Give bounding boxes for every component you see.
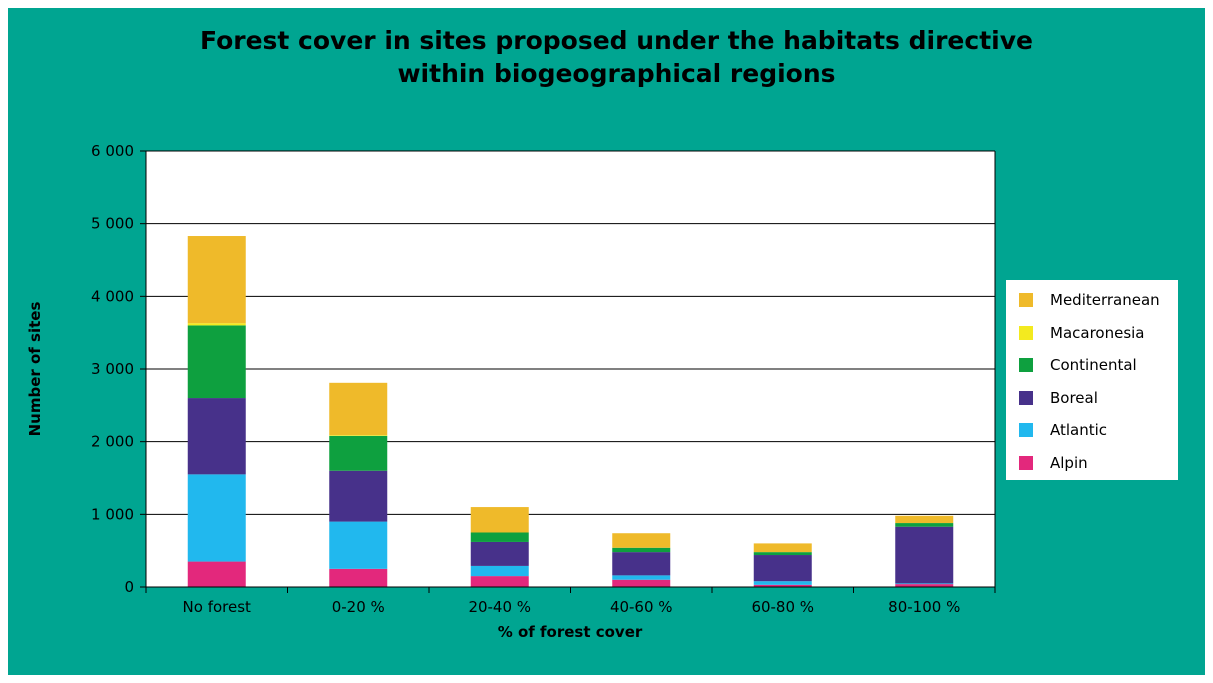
- bar-segment-alpin: [329, 568, 388, 587]
- y-tick-label: 1 000: [91, 505, 134, 523]
- bar-segment-continental: [612, 547, 671, 553]
- x-tick-label: 60-80 %: [751, 598, 814, 616]
- x-axis-title: % of forest cover: [498, 623, 643, 641]
- bar-segment-mediterranean: [187, 236, 246, 324]
- x-tick-label: 40-60 %: [610, 598, 673, 616]
- bar-segment-continental: [329, 435, 388, 471]
- bars: [187, 236, 954, 587]
- y-tick-label: 2 000: [91, 433, 134, 451]
- legend-label: Atlantic: [1050, 421, 1108, 439]
- gridlines: [140, 150, 995, 588]
- legend-swatch: [1019, 358, 1033, 372]
- bar-segment-atlantic: [895, 583, 954, 585]
- x-tick-label: 20-40 %: [468, 598, 531, 616]
- bar-segment-continental: [187, 325, 246, 399]
- legend-item-atlantic: Atlantic: [1019, 420, 1107, 440]
- legend-swatch: [1019, 293, 1033, 307]
- bar-segment-boreal: [612, 552, 671, 576]
- y-tick-labels: 0 1 000 2 000 3 000 4 000 5 000 6 000: [91, 142, 134, 596]
- bar-segment-atlantic: [753, 581, 812, 585]
- legend-label: Mediterranean: [1050, 291, 1160, 309]
- legend-item-continental: Continental: [1019, 355, 1137, 375]
- bar-segment-boreal: [187, 398, 246, 475]
- legend-item-mediterranean: Mediterranean: [1019, 290, 1160, 310]
- legend-item-macaronesia: Macaronesia: [1019, 323, 1145, 343]
- x-tick-label: 0-20 %: [332, 598, 385, 616]
- bar-segment-alpin: [895, 584, 954, 587]
- axes: [145, 151, 996, 593]
- bar-segment-mediterranean: [470, 507, 529, 533]
- legend-label: Continental: [1050, 356, 1137, 374]
- legend-label: Boreal: [1050, 388, 1098, 407]
- y-tick-label: 6 000: [91, 142, 134, 160]
- bar-segment-alpin: [187, 561, 246, 587]
- y-axis-title: Number of sites: [26, 302, 44, 437]
- bar-segment-atlantic: [470, 565, 529, 577]
- bar-segment-atlantic: [187, 474, 246, 562]
- bar-segment-atlantic: [612, 575, 671, 580]
- y-tick-label: 0: [124, 578, 134, 596]
- y-tick-label: 4 000: [91, 287, 134, 305]
- bar-segment-mediterranean: [329, 382, 388, 436]
- bar-segment-boreal: [329, 470, 388, 522]
- bar-segment-boreal: [895, 526, 954, 584]
- y-tick-label: 5 000: [91, 215, 134, 233]
- legend-swatch: [1019, 390, 1033, 405]
- bar-segment-continental: [470, 532, 529, 542]
- bar-segment-macaronesia: [329, 435, 388, 436]
- legend-swatch: [1019, 423, 1033, 437]
- bar-segment-boreal: [470, 541, 529, 566]
- legend-label: Alpin: [1050, 453, 1088, 472]
- bar-segment-mediterranean: [895, 515, 954, 524]
- legend-swatch: [1019, 455, 1033, 470]
- chart-title-line-1: Forest cover in sites proposed under the…: [200, 26, 1033, 55]
- legend-item-boreal: Boreal: [1019, 388, 1098, 408]
- legend-item-alpin: Alpin: [1019, 453, 1088, 473]
- legend-swatch: [1019, 325, 1033, 340]
- bar-segment-mediterranean: [612, 533, 671, 548]
- bar-segment-continental: [753, 552, 812, 556]
- bar-segment-alpin: [612, 579, 671, 587]
- x-tick-label: 80-100 %: [888, 598, 960, 616]
- bar-segment-macaronesia: [187, 323, 246, 326]
- bar-segment-boreal: [753, 555, 812, 582]
- x-tick-label: No forest: [183, 598, 252, 616]
- chart-title: Forest cover in sites proposed under the…: [0, 24, 1213, 90]
- bar-segment-atlantic: [329, 521, 388, 569]
- legend-label: Macaronesia: [1050, 323, 1145, 342]
- bar-segment-mediterranean: [753, 543, 812, 553]
- x-tick-labels: No forest 0-20 % 20-40 % 40-60 % 60-80 % 80-1…: [183, 598, 961, 616]
- y-tick-label: 3 000: [91, 360, 134, 378]
- legend: Mediterranean Macaronesia Continental Borea…: [1006, 280, 1178, 480]
- bar-segment-continental: [895, 523, 954, 527]
- chart-title-line-2: within biogeographical regions: [397, 59, 836, 88]
- bar-segment-alpin: [470, 576, 529, 587]
- bar-segment-alpin: [753, 584, 812, 587]
